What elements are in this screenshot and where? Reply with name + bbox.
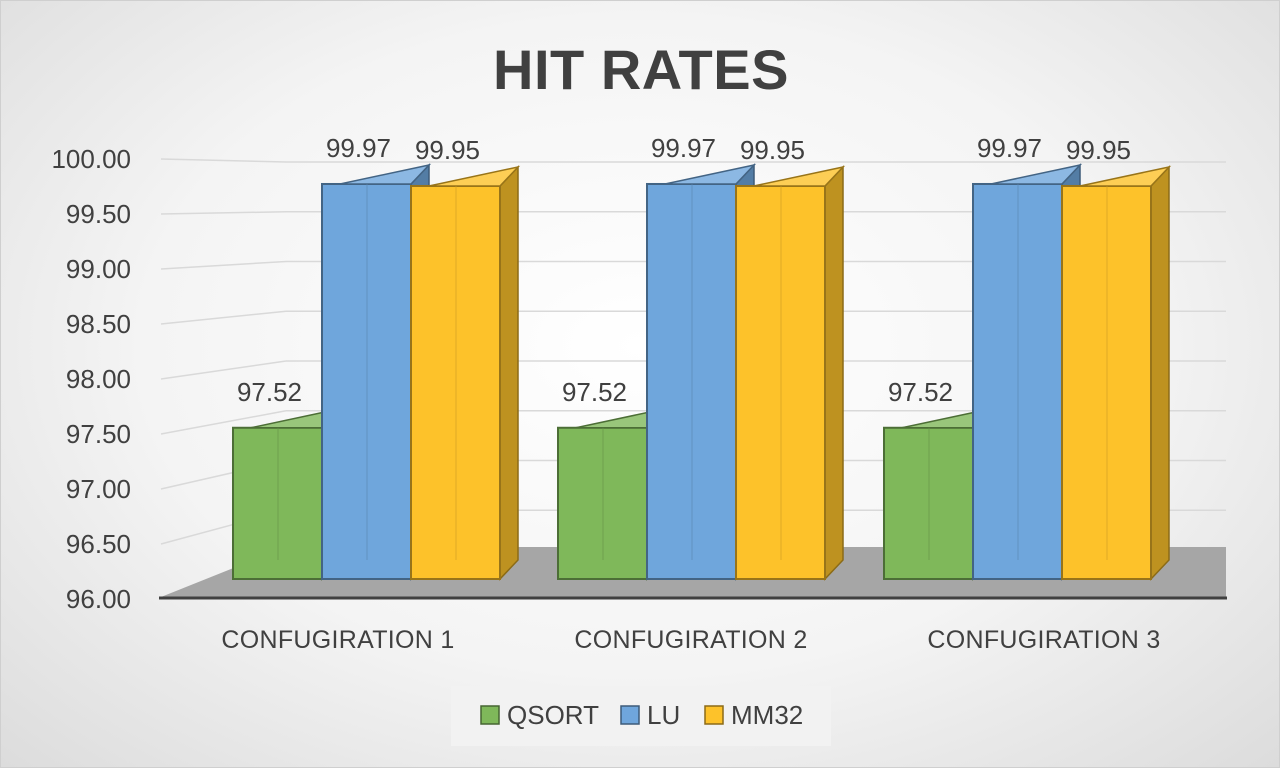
y-tick-label: 99.00 [66, 254, 131, 284]
legend-label-qsort: QSORT [507, 700, 599, 730]
bar-top [647, 163, 757, 185]
category-label: CONFUGIRATION 3 [927, 626, 1160, 654]
y-tick-label: 97.00 [66, 474, 131, 504]
data-label-lu: 99.97 [977, 133, 1042, 163]
bar-side [499, 165, 519, 581]
bar-top [736, 165, 846, 187]
legend-swatch-qsort [480, 705, 500, 725]
y-tick-label: 96.50 [66, 529, 131, 559]
y-tick-label: 100.00 [51, 144, 131, 174]
y-tick-label: 98.00 [66, 364, 131, 394]
category-label: CONFUGIRATION 1 [221, 626, 454, 654]
data-labels: 97.52 99.97 99.95 97.52 99.97 99.95 97.52 99.97… [237, 133, 1131, 407]
legend-swatch-mm32 [704, 705, 724, 725]
legend: QSORT LU MM32 [451, 686, 831, 746]
bar-top [973, 163, 1083, 185]
y-tick-label: 96.00 [66, 584, 131, 614]
gridline-diagonal [160, 158, 287, 163]
gridline-diagonal [160, 310, 287, 325]
legend-box [451, 686, 831, 746]
gridline-diagonal [160, 260, 287, 270]
gridline-diagonal [160, 360, 287, 380]
bar-top [411, 165, 521, 187]
bar-top [322, 163, 432, 185]
legend-label-lu: LU [647, 700, 680, 730]
chart-title: HIT RATES [493, 38, 789, 101]
data-label-qsort: 97.52 [562, 377, 627, 407]
bar-side [824, 165, 844, 581]
bar-mm32-1 [410, 165, 521, 581]
data-label-mm32: 99.95 [740, 135, 805, 165]
y-tick-label: 97.50 [66, 419, 131, 449]
data-label-lu: 99.97 [651, 133, 716, 163]
y-axis-ticks: 96.00 96.50 97.00 97.50 98.00 98.50 99.00 99.50… [51, 144, 131, 614]
y-tick-label: 99.50 [66, 199, 131, 229]
data-label-lu: 99.97 [326, 133, 391, 163]
legend-swatch-lu [620, 705, 640, 725]
gridline-diagonal [160, 211, 287, 215]
data-label-mm32: 99.95 [415, 135, 480, 165]
bar-side [1150, 165, 1170, 581]
bar-top [1062, 165, 1172, 187]
category-label: CONFUGIRATION 2 [574, 626, 807, 654]
bar-mm32-3 [1061, 165, 1172, 581]
y-tick-label: 98.50 [66, 309, 131, 339]
category-labels: CONFUGIRATION 1 CONFUGIRATION 2 CONFUGIRAT… [221, 626, 1160, 654]
bar-mm32-2 [735, 165, 846, 581]
gridline-diagonal [160, 410, 287, 435]
bars [232, 163, 1172, 581]
data-label-mm32: 99.95 [1066, 135, 1131, 165]
data-label-qsort: 97.52 [237, 377, 302, 407]
legend-label-mm32: MM32 [731, 700, 803, 730]
data-label-qsort: 97.52 [888, 377, 953, 407]
